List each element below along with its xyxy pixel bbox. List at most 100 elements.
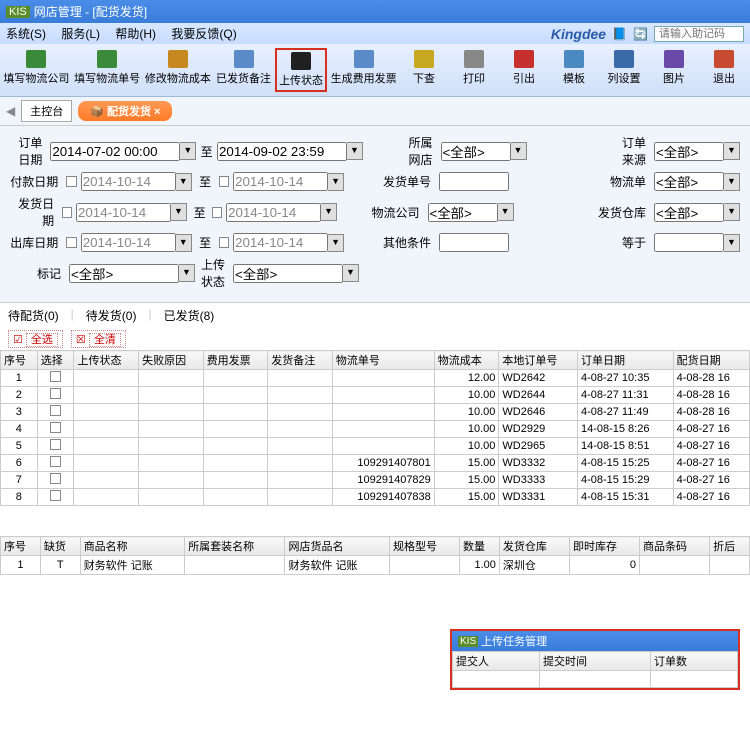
- col-header[interactable]: 发货备注: [268, 351, 333, 370]
- toolbar-btn-12[interactable]: 退出: [700, 48, 748, 92]
- col-header[interactable]: 上传状态: [74, 351, 139, 370]
- menu-system[interactable]: 系统(S): [6, 27, 46, 41]
- order-date-from[interactable]: [50, 142, 180, 161]
- col-header[interactable]: 订单日期: [577, 351, 673, 370]
- toolbar-btn-6[interactable]: 下查: [400, 48, 448, 92]
- col-header[interactable]: 商品名称: [80, 537, 185, 556]
- toolbar-icon: [97, 50, 117, 68]
- col-header[interactable]: 物流成本: [434, 351, 499, 370]
- col-header[interactable]: 本地订单号: [499, 351, 578, 370]
- equals-select[interactable]: [654, 233, 724, 252]
- toolbar-btn-10[interactable]: 列设置: [600, 48, 648, 92]
- clear-all-button[interactable]: ☒ 全清: [71, 330, 126, 348]
- window-title: 网店管理 - [配货发货]: [34, 3, 147, 20]
- toolbar-label: 上传状态: [279, 72, 323, 88]
- refresh-icon[interactable]: 🔄: [633, 27, 648, 41]
- toolbar-btn-4[interactable]: 上传状态: [275, 48, 327, 92]
- menu-help[interactable]: 帮助(H): [115, 27, 156, 41]
- order-date-to[interactable]: [217, 142, 347, 161]
- col-header[interactable]: 规格型号: [389, 537, 459, 556]
- upload-status-select[interactable]: [233, 264, 343, 283]
- col-header[interactable]: 费用发票: [203, 351, 268, 370]
- tab-pending-pick[interactable]: 待配货(0): [8, 307, 59, 324]
- tab-shipping[interactable]: 📦 配货发货 ×: [78, 101, 172, 121]
- col-header[interactable]: 序号: [1, 351, 38, 370]
- popup-title: 上传任务管理: [481, 633, 547, 649]
- other-input[interactable]: [439, 233, 509, 252]
- dropdown-icon[interactable]: ▼: [180, 142, 196, 160]
- col-header[interactable]: 缺货: [40, 537, 80, 556]
- col-header: 提交时间: [540, 652, 651, 671]
- mnemonic-input[interactable]: [654, 26, 744, 42]
- menu-feedback[interactable]: 我要反馈(Q): [171, 27, 236, 41]
- toolbar-btn-11[interactable]: 图片: [650, 48, 698, 92]
- selection-row: ☑ 全选 ☒ 全清: [0, 328, 750, 350]
- col-header: 提交人: [453, 652, 540, 671]
- shipno-input[interactable]: [439, 172, 509, 191]
- col-header[interactable]: 序号: [1, 537, 41, 556]
- table-row[interactable]: 810929140783815.00WD33314-08-15 15:314-0…: [1, 489, 750, 506]
- label-order-date: 订单日期: [10, 134, 46, 168]
- col-header: 订单数: [650, 652, 737, 671]
- table-row[interactable]: 112.00WD26424-08-27 10:354-08-28 16: [1, 370, 750, 387]
- table-row[interactable]: 610929140780115.00WD33324-08-15 15:254-0…: [1, 455, 750, 472]
- col-header[interactable]: 选择: [37, 351, 74, 370]
- table-row[interactable]: 1T财务软件 记账财务软件 记账1.00深圳仓0: [1, 556, 750, 575]
- col-header[interactable]: 配货日期: [673, 351, 749, 370]
- toolbar-btn-9[interactable]: 模板: [550, 48, 598, 92]
- logisticno-select[interactable]: [654, 172, 724, 191]
- toolbar-icon: [614, 50, 634, 68]
- table-row[interactable]: 710929140782915.00WD33334-08-15 15:294-0…: [1, 472, 750, 489]
- col-header[interactable]: 商品条码: [640, 537, 710, 556]
- toolbar-label: 修改物流成本: [145, 70, 211, 86]
- logistics-select[interactable]: [428, 203, 498, 222]
- table-row[interactable]: 510.00WD296514-08-15 8:514-08-27 16: [1, 438, 750, 455]
- source-select[interactable]: [654, 142, 724, 161]
- col-header[interactable]: 折后: [710, 537, 750, 556]
- warehouse-select[interactable]: [654, 203, 724, 222]
- menu-service[interactable]: 服务(L): [61, 27, 100, 41]
- shipdate-checkbox[interactable]: [62, 207, 72, 218]
- toolbar-label: 填写物流公司: [3, 70, 69, 86]
- toolbar-icon: [291, 52, 311, 70]
- toolbar-label: 模板: [563, 70, 585, 86]
- pay-date-from[interactable]: [81, 172, 176, 191]
- toolbar-btn-1[interactable]: 填写物流单号: [73, 48, 142, 92]
- toolbar: 填写物流公司填写物流单号修改物流成本已发货备注上传状态生成费用发票下查打印引出模…: [0, 44, 750, 97]
- paydate-checkbox[interactable]: [66, 176, 77, 187]
- select-all-button[interactable]: ☑ 全选: [8, 330, 63, 348]
- tab-pending-ship[interactable]: 待发货(0): [86, 307, 137, 324]
- col-header[interactable]: 失败原因: [139, 351, 204, 370]
- menu-items: 系统(S) 服务(L) 帮助(H) 我要反馈(Q): [6, 25, 249, 42]
- col-header[interactable]: 物流单号: [332, 351, 434, 370]
- toolbar-icon: [168, 50, 188, 68]
- toolbar-icon: [414, 50, 434, 68]
- pay-date-to[interactable]: [233, 172, 328, 191]
- toolbar-btn-3[interactable]: 已发货备注: [214, 48, 273, 92]
- col-header[interactable]: 网店货品名: [285, 537, 390, 556]
- toolbar-label: 填写物流单号: [74, 70, 140, 86]
- table-row[interactable]: 310.00WD26464-08-27 11:494-08-28 16: [1, 404, 750, 421]
- toolbar-btn-8[interactable]: 引出: [500, 48, 548, 92]
- col-header[interactable]: 数量: [460, 537, 500, 556]
- shop-select[interactable]: [441, 142, 511, 161]
- tab-prev-icon[interactable]: ◀: [6, 104, 15, 118]
- filter-panel: 订单日期 ▼ 至 ▼ 所属网店 ▼ 订单来源 ▼ 付款日期 ▼ 至 ▼ 发货单号…: [0, 126, 750, 303]
- main-table-wrap: 序号选择上传状态失败原因费用发票发货备注物流单号物流成本本地订单号订单日期配货日…: [0, 350, 750, 506]
- toolbar-btn-5[interactable]: 生成费用发票: [329, 48, 398, 92]
- tab-main[interactable]: 主控台: [21, 100, 72, 122]
- table-row[interactable]: 410.00WD292914-08-15 8:264-08-27 16: [1, 421, 750, 438]
- col-header[interactable]: 即时库存: [569, 537, 639, 556]
- help-icon[interactable]: 📘: [612, 27, 627, 41]
- toolbar-btn-2[interactable]: 修改物流成本: [143, 48, 212, 92]
- mark-select[interactable]: [69, 264, 179, 283]
- col-header[interactable]: 所属套装名称: [185, 537, 285, 556]
- detail-table-wrap: 序号缺货商品名称所属套装名称网店货品名规格型号数量发货仓库即时库存商品条码折后 …: [0, 536, 750, 575]
- main-table: 序号选择上传状态失败原因费用发票发货备注物流单号物流成本本地订单号订单日期配货日…: [0, 350, 750, 506]
- table-row[interactable]: 210.00WD26444-08-27 11:314-08-28 16: [1, 387, 750, 404]
- toolbar-btn-0[interactable]: 填写物流公司: [2, 48, 71, 92]
- toolbar-icon: [464, 50, 484, 68]
- col-header[interactable]: 发货仓库: [499, 537, 569, 556]
- tab-shipped[interactable]: 已发货(8): [164, 307, 215, 324]
- toolbar-btn-7[interactable]: 打印: [450, 48, 498, 92]
